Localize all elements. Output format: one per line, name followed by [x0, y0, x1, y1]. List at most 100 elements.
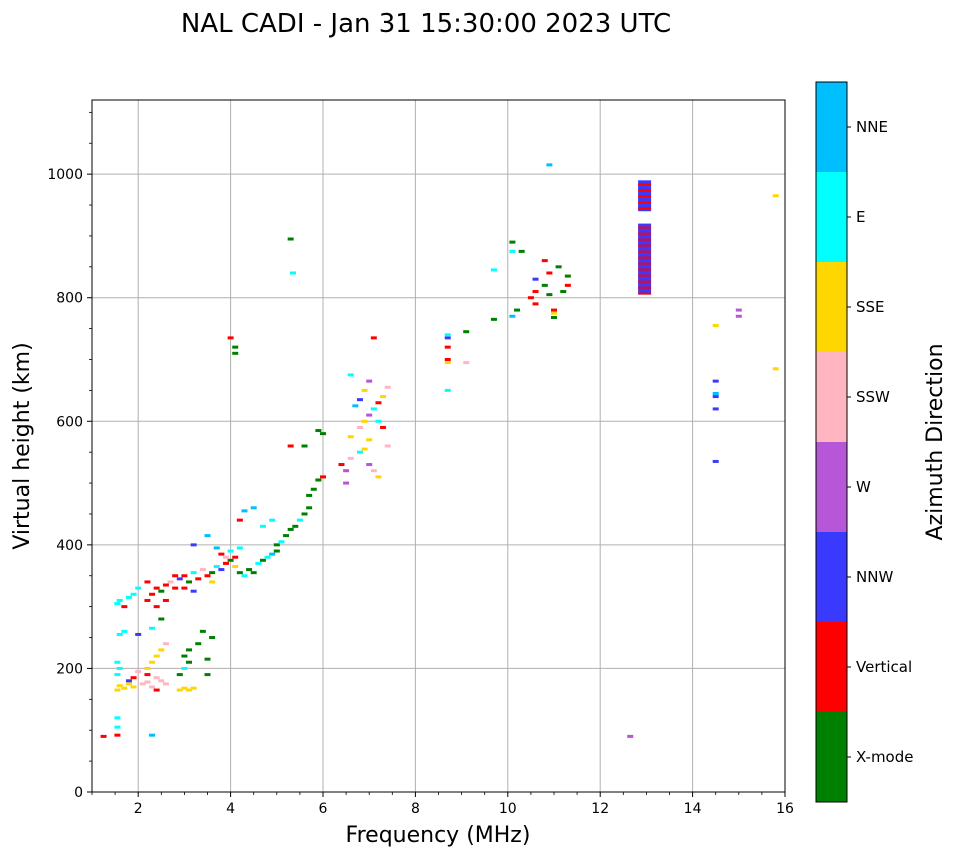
data-point	[444, 361, 451, 365]
data-point	[186, 660, 193, 664]
data-point	[181, 666, 188, 670]
data-point	[190, 571, 197, 575]
data-point	[158, 589, 165, 593]
colorbar-label: W	[856, 478, 871, 496]
chart-title: NAL CADI - Jan 31 15:30:00 2023 UTC	[181, 9, 671, 39]
echo-stripe	[638, 226, 652, 229]
colorbar-label: X-mode	[856, 748, 913, 766]
data-point	[116, 666, 123, 670]
data-point	[273, 543, 280, 547]
data-point	[186, 688, 193, 692]
colorbar-segment	[816, 622, 847, 712]
data-point	[555, 265, 562, 269]
data-point	[255, 561, 262, 565]
echo-stripe	[638, 195, 652, 198]
x-tick-label: 8	[411, 801, 420, 817]
data-point	[195, 577, 202, 581]
data-point	[176, 673, 183, 677]
data-point	[227, 558, 234, 562]
data-point	[227, 336, 234, 340]
data-point	[153, 688, 160, 692]
data-point	[181, 586, 188, 590]
data-point	[541, 259, 548, 263]
x-tick-label: 10	[499, 801, 517, 817]
data-point	[250, 506, 257, 510]
echo-stripe	[638, 256, 652, 259]
data-point	[209, 580, 216, 584]
data-point	[712, 379, 719, 383]
data-point	[114, 602, 121, 606]
data-point	[361, 388, 368, 392]
data-point	[380, 395, 387, 399]
data-point	[259, 558, 266, 562]
data-point	[114, 716, 121, 720]
x-axis-label: Frequency (MHz)	[346, 823, 531, 848]
y-tick-label: 200	[56, 661, 83, 677]
data-point	[287, 527, 294, 531]
data-point	[186, 648, 193, 652]
data-point	[232, 351, 239, 355]
data-point	[366, 379, 373, 383]
data-point	[144, 673, 151, 677]
x-tick-label: 16	[776, 801, 794, 817]
data-point	[213, 564, 220, 568]
data-point	[236, 518, 243, 522]
data-point	[121, 629, 128, 633]
data-point	[347, 435, 354, 439]
data-point	[222, 555, 229, 559]
y-tick-label: 800	[56, 291, 83, 307]
data-point	[315, 429, 322, 433]
echo-stripe	[638, 189, 652, 192]
x-axis-ticks: 2 4 6 8 10 12 14 16	[91, 792, 794, 817]
data-point	[144, 666, 151, 670]
data-point	[306, 506, 313, 510]
data-point	[135, 670, 142, 674]
data-point	[514, 308, 521, 312]
data-point	[532, 302, 539, 306]
data-point	[287, 237, 294, 241]
data-point	[356, 450, 363, 454]
data-point	[158, 679, 165, 683]
data-point	[361, 447, 368, 451]
data-point	[114, 725, 121, 729]
data-point	[320, 432, 326, 436]
data-point	[546, 293, 553, 297]
data-point	[181, 654, 188, 658]
data-point	[144, 598, 151, 602]
data-point	[278, 540, 285, 544]
data-point	[546, 271, 553, 275]
data-point	[218, 552, 225, 556]
data-point	[532, 277, 539, 281]
data-point	[289, 271, 296, 275]
data-point	[149, 733, 156, 737]
data-point	[463, 361, 470, 365]
data-point	[343, 469, 350, 473]
colorbar-title: Azimuth Direction	[923, 343, 948, 540]
data-point	[232, 555, 239, 559]
colorbar-segment	[816, 532, 847, 622]
data-point	[444, 333, 451, 337]
x-tick-label: 14	[684, 801, 702, 817]
echo-column	[638, 223, 652, 295]
data-point	[114, 733, 121, 737]
data-point	[162, 642, 169, 646]
data-point	[384, 385, 391, 389]
data-point	[144, 680, 151, 684]
data-point	[218, 568, 225, 572]
data-point	[560, 290, 567, 294]
echo-stripe	[638, 207, 652, 210]
data-point	[149, 660, 156, 664]
data-point	[222, 561, 229, 565]
echo-stripe	[638, 201, 652, 204]
data-point	[144, 580, 151, 584]
data-point	[204, 574, 211, 578]
data-point	[490, 268, 497, 272]
data-point	[292, 524, 299, 528]
data-point	[310, 487, 317, 491]
colorbar-segment	[816, 262, 847, 352]
data-point	[264, 555, 271, 559]
data-point	[551, 308, 557, 312]
x-tick-label: 6	[319, 801, 328, 817]
data-point	[125, 679, 132, 683]
